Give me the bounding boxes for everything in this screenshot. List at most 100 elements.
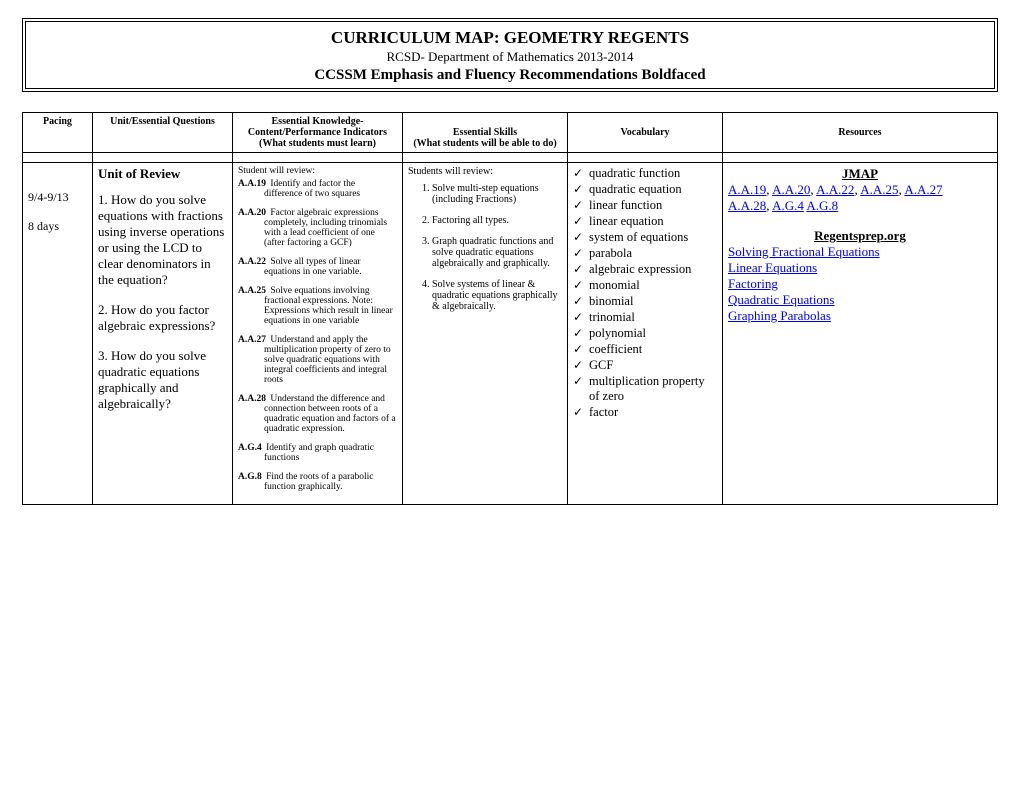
vocab-label: coefficient bbox=[589, 342, 642, 357]
resource-link[interactable]: A.A.27 bbox=[904, 182, 942, 197]
doc-emphasis: CCSSM Emphasis and Fluency Recommendatio… bbox=[34, 67, 986, 84]
check-icon: ✓ bbox=[573, 374, 589, 388]
resource-link[interactable]: A.A.20 bbox=[772, 182, 810, 197]
check-icon: ✓ bbox=[573, 278, 589, 292]
knowledge-lead: Student will review: bbox=[238, 166, 397, 176]
vocab-label: GCF bbox=[589, 358, 613, 373]
unit-question: 2. How do you factor algebraic expressio… bbox=[98, 302, 227, 334]
check-icon: ✓ bbox=[573, 358, 589, 372]
check-icon: ✓ bbox=[573, 182, 589, 196]
skill-item: Solve systems of linear & quadratic equa… bbox=[432, 279, 562, 312]
knowledge-item: A.A.22 Solve all types of linearequation… bbox=[238, 257, 397, 277]
doc-title: CURRICULUM MAP: GEOMETRY REGENTS bbox=[34, 28, 986, 48]
standard-code: A.A.25 bbox=[238, 286, 266, 296]
standard-code: A.G.4 bbox=[238, 443, 262, 453]
resource-link[interactable]: Quadratic Equations bbox=[728, 292, 835, 307]
col-header-knowledge: Essential Knowledge- Content/Performance… bbox=[233, 113, 403, 153]
col-header-skills: Essential Skills (What students will be … bbox=[403, 113, 568, 153]
content-row: 9/4-9/13 8 days Unit of Review 1. How do… bbox=[23, 163, 998, 505]
vocab-label: linear equation bbox=[589, 214, 664, 229]
standard-text: Identify and graph quadratic bbox=[262, 443, 374, 453]
vocab-item: ✓ factor bbox=[573, 405, 717, 420]
cell-unit: Unit of Review 1. How do you solve equat… bbox=[93, 163, 233, 505]
col-header-resources: Resources bbox=[723, 113, 998, 153]
check-icon: ✓ bbox=[573, 310, 589, 324]
standard-text-cont: equations in one variable. bbox=[238, 267, 397, 277]
standard-text: Understand the difference and bbox=[266, 394, 385, 404]
vocab-item: ✓algebraic expression bbox=[573, 262, 717, 277]
vocab-item: ✓quadratic function bbox=[573, 166, 717, 181]
vocab-item: ✓trinomial bbox=[573, 310, 717, 325]
check-icon: ✓ bbox=[573, 198, 589, 212]
resource-link[interactable]: A.A.22 bbox=[816, 182, 854, 197]
vocab-label: parabola bbox=[589, 246, 632, 261]
standard-text-cont: functions bbox=[238, 453, 397, 463]
vocab-label: quadratic equation bbox=[589, 182, 682, 197]
resource-link[interactable]: Linear Equations bbox=[728, 260, 817, 275]
standard-code: A.A.20 bbox=[238, 208, 266, 218]
cell-knowledge: Student will review: A.A.19 Identify and… bbox=[233, 163, 403, 505]
col-header-pacing: Pacing bbox=[23, 113, 93, 153]
col-header-vocab: Vocabulary bbox=[568, 113, 723, 153]
resource-link[interactable]: Factoring bbox=[728, 276, 778, 291]
skill-item: Solve multi-step equations (including Fr… bbox=[432, 183, 562, 205]
hdr-line: (What students will be able to do) bbox=[413, 138, 556, 149]
standard-text-cont: function graphically. bbox=[238, 482, 397, 492]
resource-link[interactable]: A.A.19 bbox=[728, 182, 766, 197]
resource-link[interactable]: A.G.4 bbox=[772, 198, 804, 213]
pacing-date: 9/4-9/13 bbox=[28, 190, 87, 205]
vocab-item: ✓GCF bbox=[573, 358, 717, 373]
knowledge-item: A.G.8 Find the roots of a parabolicfunct… bbox=[238, 472, 397, 492]
standard-text: Solve all types of linear bbox=[266, 257, 361, 267]
knowledge-item: A.A.25 Solve equations involvingfraction… bbox=[238, 286, 397, 326]
vocab-label: multiplication property of zero bbox=[589, 374, 717, 404]
knowledge-item: A.A.28 Understand the difference andconn… bbox=[238, 394, 397, 434]
regents-links: Solving Fractional EquationsLinear Equat… bbox=[728, 244, 992, 324]
standard-text: Identify and factor the bbox=[266, 179, 355, 189]
standard-text-cont: fractional expressions. Note: Expression… bbox=[238, 296, 397, 326]
vocab-item: ✓multiplication property of zero bbox=[573, 374, 717, 404]
knowledge-item: A.A.19 Identify and factor thedifference… bbox=[238, 179, 397, 199]
spacer-row bbox=[23, 153, 998, 163]
standard-text: Factor algebraic expressions bbox=[266, 208, 379, 218]
hdr-line: (What students must learn) bbox=[259, 138, 376, 149]
resource-link[interactable]: A.A.28 bbox=[728, 198, 766, 213]
vocab-item: ✓linear equation bbox=[573, 214, 717, 229]
vocab-item: ✓parabola bbox=[573, 246, 717, 261]
vocab-item: ✓linear function bbox=[573, 198, 717, 213]
resource-link[interactable]: A.G.8 bbox=[806, 198, 838, 213]
vocab-label: system of equations bbox=[589, 230, 688, 245]
col-header-unit: Unit/Essential Questions bbox=[93, 113, 233, 153]
pacing-days: 8 days bbox=[28, 219, 87, 234]
vocab-item: ✓coefficient bbox=[573, 342, 717, 357]
cell-skills: Students will review: Solve multi-step e… bbox=[403, 163, 568, 505]
vocab-label: algebraic expression bbox=[589, 262, 691, 277]
standard-code: A.A.27 bbox=[238, 335, 266, 345]
vocab-list: ✓quadratic function✓quadratic equation✓l… bbox=[573, 166, 717, 420]
vocab-label: binomial bbox=[589, 294, 633, 309]
curriculum-table: Pacing Unit/Essential Questions Essentia… bbox=[22, 112, 998, 505]
skill-item: Graph quadratic functions and solve quad… bbox=[432, 236, 562, 269]
resource-link[interactable]: A.A.25 bbox=[860, 182, 898, 197]
doc-subtitle: RCSD- Department of Mathematics 2013-201… bbox=[34, 49, 986, 65]
resource-link[interactable]: Graphing Parabolas bbox=[728, 308, 831, 323]
vocab-item: ✓polynomial bbox=[573, 326, 717, 341]
check-icon: ✓ bbox=[573, 166, 589, 180]
check-icon: ✓ bbox=[573, 214, 589, 228]
resource-link[interactable]: Solving Fractional Equations bbox=[728, 244, 880, 259]
vocab-label: quadratic function bbox=[589, 166, 680, 181]
vocab-item: ✓system of equations bbox=[573, 230, 717, 245]
jmap-links: A.A.19, A.A.20, A.A.22, A.A.25, A.A.27A.… bbox=[728, 182, 992, 214]
vocab-item: ✓quadratic equation bbox=[573, 182, 717, 197]
knowledge-item: A.A.27 Understand and apply themultiplic… bbox=[238, 335, 397, 385]
vocab-item: ✓binomial bbox=[573, 294, 717, 309]
skills-lead: Students will review: bbox=[408, 166, 562, 177]
knowledge-item: A.A.20 Factor algebraic expressionscompl… bbox=[238, 208, 397, 248]
unit-questions: 1. How do you solve equations with fract… bbox=[98, 192, 227, 412]
vocab-label: monomial bbox=[589, 278, 640, 293]
check-icon: ✓ bbox=[573, 262, 589, 276]
cell-vocab: ✓quadratic function✓quadratic equation✓l… bbox=[568, 163, 723, 505]
hdr-line: Essential Skills bbox=[453, 127, 517, 138]
standard-text-cont: difference of two squares bbox=[238, 189, 397, 199]
standard-code: A.A.22 bbox=[238, 257, 266, 267]
